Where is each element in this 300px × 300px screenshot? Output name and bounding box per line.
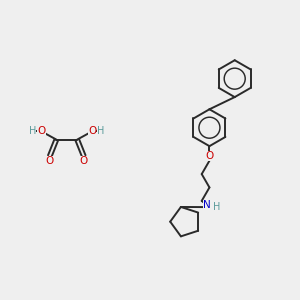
Text: N: N [203,200,211,210]
Text: H: H [97,126,105,136]
Text: O: O [46,156,54,166]
Text: O: O [80,156,88,166]
Text: O: O [38,126,46,136]
Text: O: O [205,151,214,161]
Text: O: O [88,126,96,136]
Text: H: H [29,126,36,136]
Text: H: H [213,202,220,212]
